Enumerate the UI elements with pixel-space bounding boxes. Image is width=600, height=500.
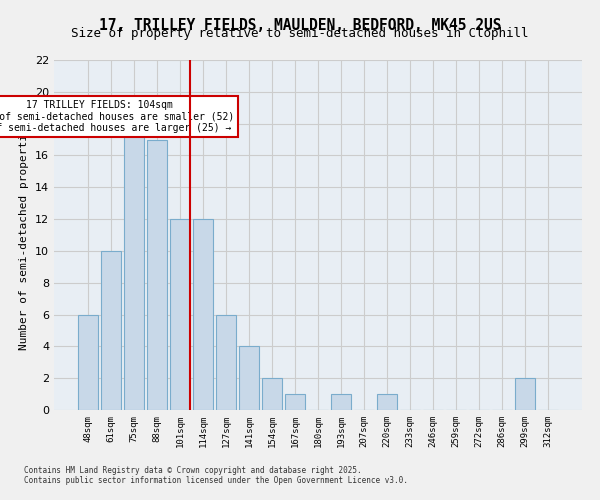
Y-axis label: Number of semi-detached properties: Number of semi-detached properties bbox=[19, 120, 29, 350]
Bar bbox=[262, 378, 282, 410]
Bar bbox=[101, 251, 121, 410]
Text: 17 TRILLEY FIELDS: 104sqm
← 66% of semi-detached houses are smaller (52)
32% of : 17 TRILLEY FIELDS: 104sqm ← 66% of semi-… bbox=[0, 100, 235, 133]
Bar bbox=[78, 314, 98, 410]
Bar bbox=[331, 394, 351, 410]
Bar bbox=[239, 346, 259, 410]
Text: Size of property relative to semi-detached houses in Clophill: Size of property relative to semi-detach… bbox=[71, 28, 529, 40]
Bar bbox=[216, 314, 236, 410]
Bar bbox=[377, 394, 397, 410]
Bar bbox=[124, 124, 143, 410]
Text: Contains HM Land Registry data © Crown copyright and database right 2025.
Contai: Contains HM Land Registry data © Crown c… bbox=[24, 466, 408, 485]
Text: 17, TRILLEY FIELDS, MAULDEN, BEDFORD, MK45 2US: 17, TRILLEY FIELDS, MAULDEN, BEDFORD, MK… bbox=[99, 18, 501, 32]
Bar bbox=[147, 140, 167, 410]
Bar bbox=[285, 394, 305, 410]
Bar bbox=[193, 219, 212, 410]
Bar bbox=[170, 219, 190, 410]
Bar bbox=[515, 378, 535, 410]
